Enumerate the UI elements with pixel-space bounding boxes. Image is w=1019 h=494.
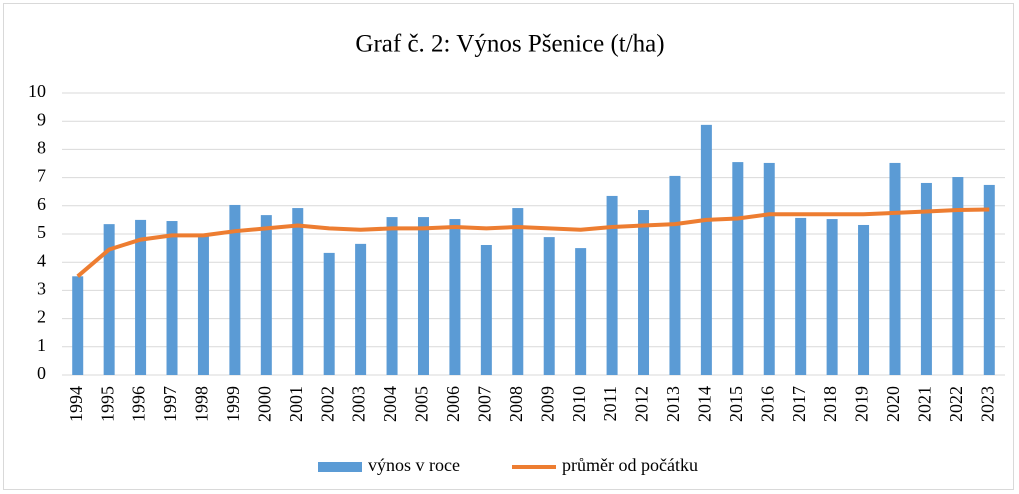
chart-title: Graf č. 2: Výnos Pšenice (t/ha) bbox=[355, 31, 664, 58]
bar bbox=[543, 237, 555, 375]
bar bbox=[858, 224, 870, 375]
x-tick-label: 2021 bbox=[915, 386, 935, 422]
bar bbox=[920, 182, 932, 375]
y-tick-label: 9 bbox=[37, 109, 46, 129]
bar bbox=[355, 243, 367, 375]
bar bbox=[449, 219, 461, 375]
bar bbox=[197, 235, 209, 375]
x-tick-label: 1995 bbox=[97, 386, 117, 422]
x-tick-label: 2001 bbox=[286, 386, 306, 422]
x-tick-label: 2003 bbox=[349, 386, 369, 422]
x-tick-label: 2010 bbox=[569, 386, 589, 422]
y-tick-label: 0 bbox=[37, 363, 46, 383]
y-tick-label: 2 bbox=[37, 307, 46, 327]
y-tick-label: 8 bbox=[37, 138, 46, 158]
x-tick-label: 2018 bbox=[820, 386, 840, 422]
x-tick-label: 1996 bbox=[129, 386, 149, 422]
y-tick-label: 10 bbox=[28, 81, 46, 101]
legend-label: výnos v roce bbox=[368, 455, 460, 475]
bar bbox=[638, 210, 650, 375]
x-tick-label: 2014 bbox=[695, 386, 715, 422]
bar bbox=[575, 248, 587, 375]
bar bbox=[952, 177, 964, 375]
bar bbox=[983, 184, 995, 375]
x-tick-label: 2013 bbox=[663, 386, 683, 422]
x-tick-label: 2022 bbox=[946, 386, 966, 422]
x-tick-label: 2011 bbox=[600, 386, 620, 421]
y-tick-label: 6 bbox=[37, 194, 46, 214]
x-tick-label: 2009 bbox=[537, 386, 557, 422]
bar bbox=[417, 217, 429, 375]
bar bbox=[292, 208, 304, 375]
bar bbox=[166, 221, 178, 375]
bar bbox=[606, 195, 618, 375]
bar bbox=[323, 252, 335, 375]
x-tick-label: 1997 bbox=[160, 386, 180, 422]
bar bbox=[480, 244, 492, 375]
bar bbox=[795, 217, 807, 375]
x-tick-label: 2005 bbox=[412, 386, 432, 422]
bar bbox=[732, 162, 744, 375]
x-tick-label: 2019 bbox=[852, 386, 872, 422]
x-tick-label: 2002 bbox=[317, 386, 337, 422]
bar bbox=[889, 162, 901, 375]
bar bbox=[826, 219, 838, 375]
x-tick-label: 1994 bbox=[66, 386, 86, 422]
bar bbox=[512, 208, 524, 375]
y-tick-label: 7 bbox=[37, 166, 46, 186]
x-tick-label: 1999 bbox=[223, 386, 243, 422]
y-tick-label: 4 bbox=[37, 250, 46, 270]
x-tick-label: 2007 bbox=[474, 386, 494, 422]
legend-swatch bbox=[318, 462, 362, 472]
bar bbox=[386, 217, 398, 375]
line bbox=[76, 207, 990, 278]
bar bbox=[763, 162, 775, 375]
bar bbox=[103, 224, 115, 375]
legend-label: průměr od počátku bbox=[562, 455, 698, 475]
y-tick-label: 5 bbox=[37, 222, 46, 242]
x-tick-label: 2008 bbox=[506, 386, 526, 422]
bar bbox=[700, 124, 712, 375]
x-tick-label: 2015 bbox=[726, 386, 746, 422]
x-tick-label: 2020 bbox=[883, 386, 903, 422]
bar bbox=[260, 215, 272, 375]
x-tick-label: 2017 bbox=[789, 386, 809, 422]
x-tick-label: 2012 bbox=[632, 386, 652, 422]
x-tick-label: 2006 bbox=[443, 386, 463, 422]
bar bbox=[669, 175, 681, 375]
x-tick-label: 1998 bbox=[192, 386, 212, 422]
bar bbox=[229, 204, 241, 375]
y-tick-label: 3 bbox=[37, 279, 46, 299]
y-tick-label: 1 bbox=[37, 335, 46, 355]
x-tick-label: 2023 bbox=[977, 386, 997, 422]
bar bbox=[72, 276, 84, 375]
x-tick-label: 2004 bbox=[380, 386, 400, 422]
bar bbox=[135, 219, 147, 375]
x-tick-label: 2016 bbox=[757, 386, 777, 422]
x-tick-label: 2000 bbox=[254, 386, 274, 422]
